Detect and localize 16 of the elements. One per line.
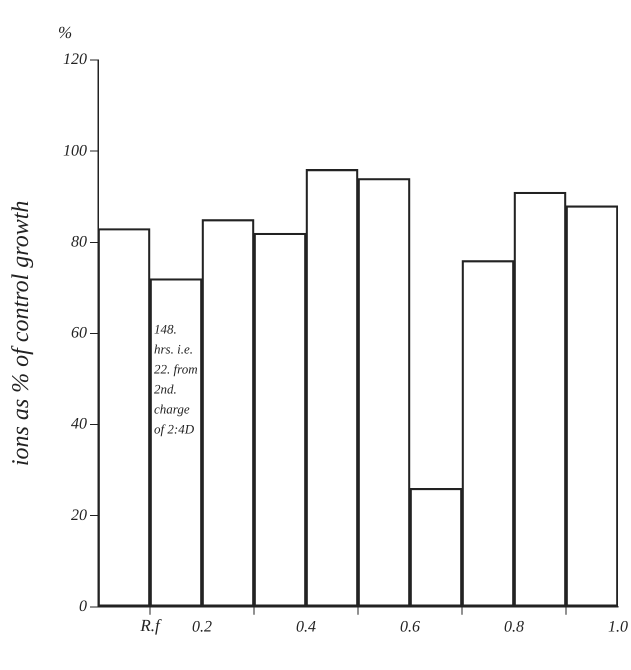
y-tick-label: 80: [71, 233, 87, 250]
x-tick-label: 1.0: [608, 618, 628, 636]
y-axis-title: ions as % of control growth: [8, 200, 34, 466]
y-tick-label: 60: [71, 324, 87, 342]
annotation: 148. hrs. i.e. 22. from 2nd. charge of 2:4D: [154, 321, 198, 436]
y-tick-label: 100: [63, 142, 87, 160]
x-tick-label: 0.4: [296, 618, 316, 636]
y-tick-label: 40: [71, 416, 87, 433]
x-tick-label: 0.6: [400, 618, 420, 636]
x-axis-title: R.f: [139, 616, 162, 635]
text: %: [58, 23, 72, 42]
y-tick-label: 20: [71, 506, 87, 524]
x-tick-label: 0.2: [192, 618, 212, 636]
x-tick-label: 0.8: [504, 618, 524, 636]
y-tick-label: 120: [63, 51, 87, 68]
y-tick-label: 0: [79, 598, 87, 616]
